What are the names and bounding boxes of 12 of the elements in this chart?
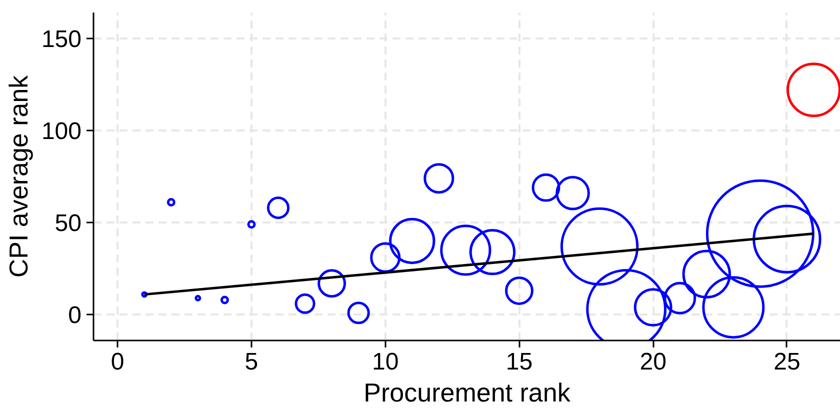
x-tick-label: 10 — [372, 348, 399, 376]
y-tick-label: 150 — [41, 26, 82, 53]
y-tick-label: 50 — [54, 210, 82, 238]
x-axis-title: Procurement rank — [364, 378, 572, 408]
x-tick-label: 5 — [244, 348, 258, 376]
y-tick-label: 100 — [41, 118, 82, 145]
x-tick-label: 20 — [640, 348, 666, 376]
x-tick-label: 25 — [774, 348, 800, 376]
y-tick-label: 0 — [68, 302, 82, 330]
x-tick-label: 15 — [506, 348, 533, 376]
x-tick-label: 0 — [110, 348, 124, 376]
y-axis-title: CPI average rank — [3, 74, 34, 278]
